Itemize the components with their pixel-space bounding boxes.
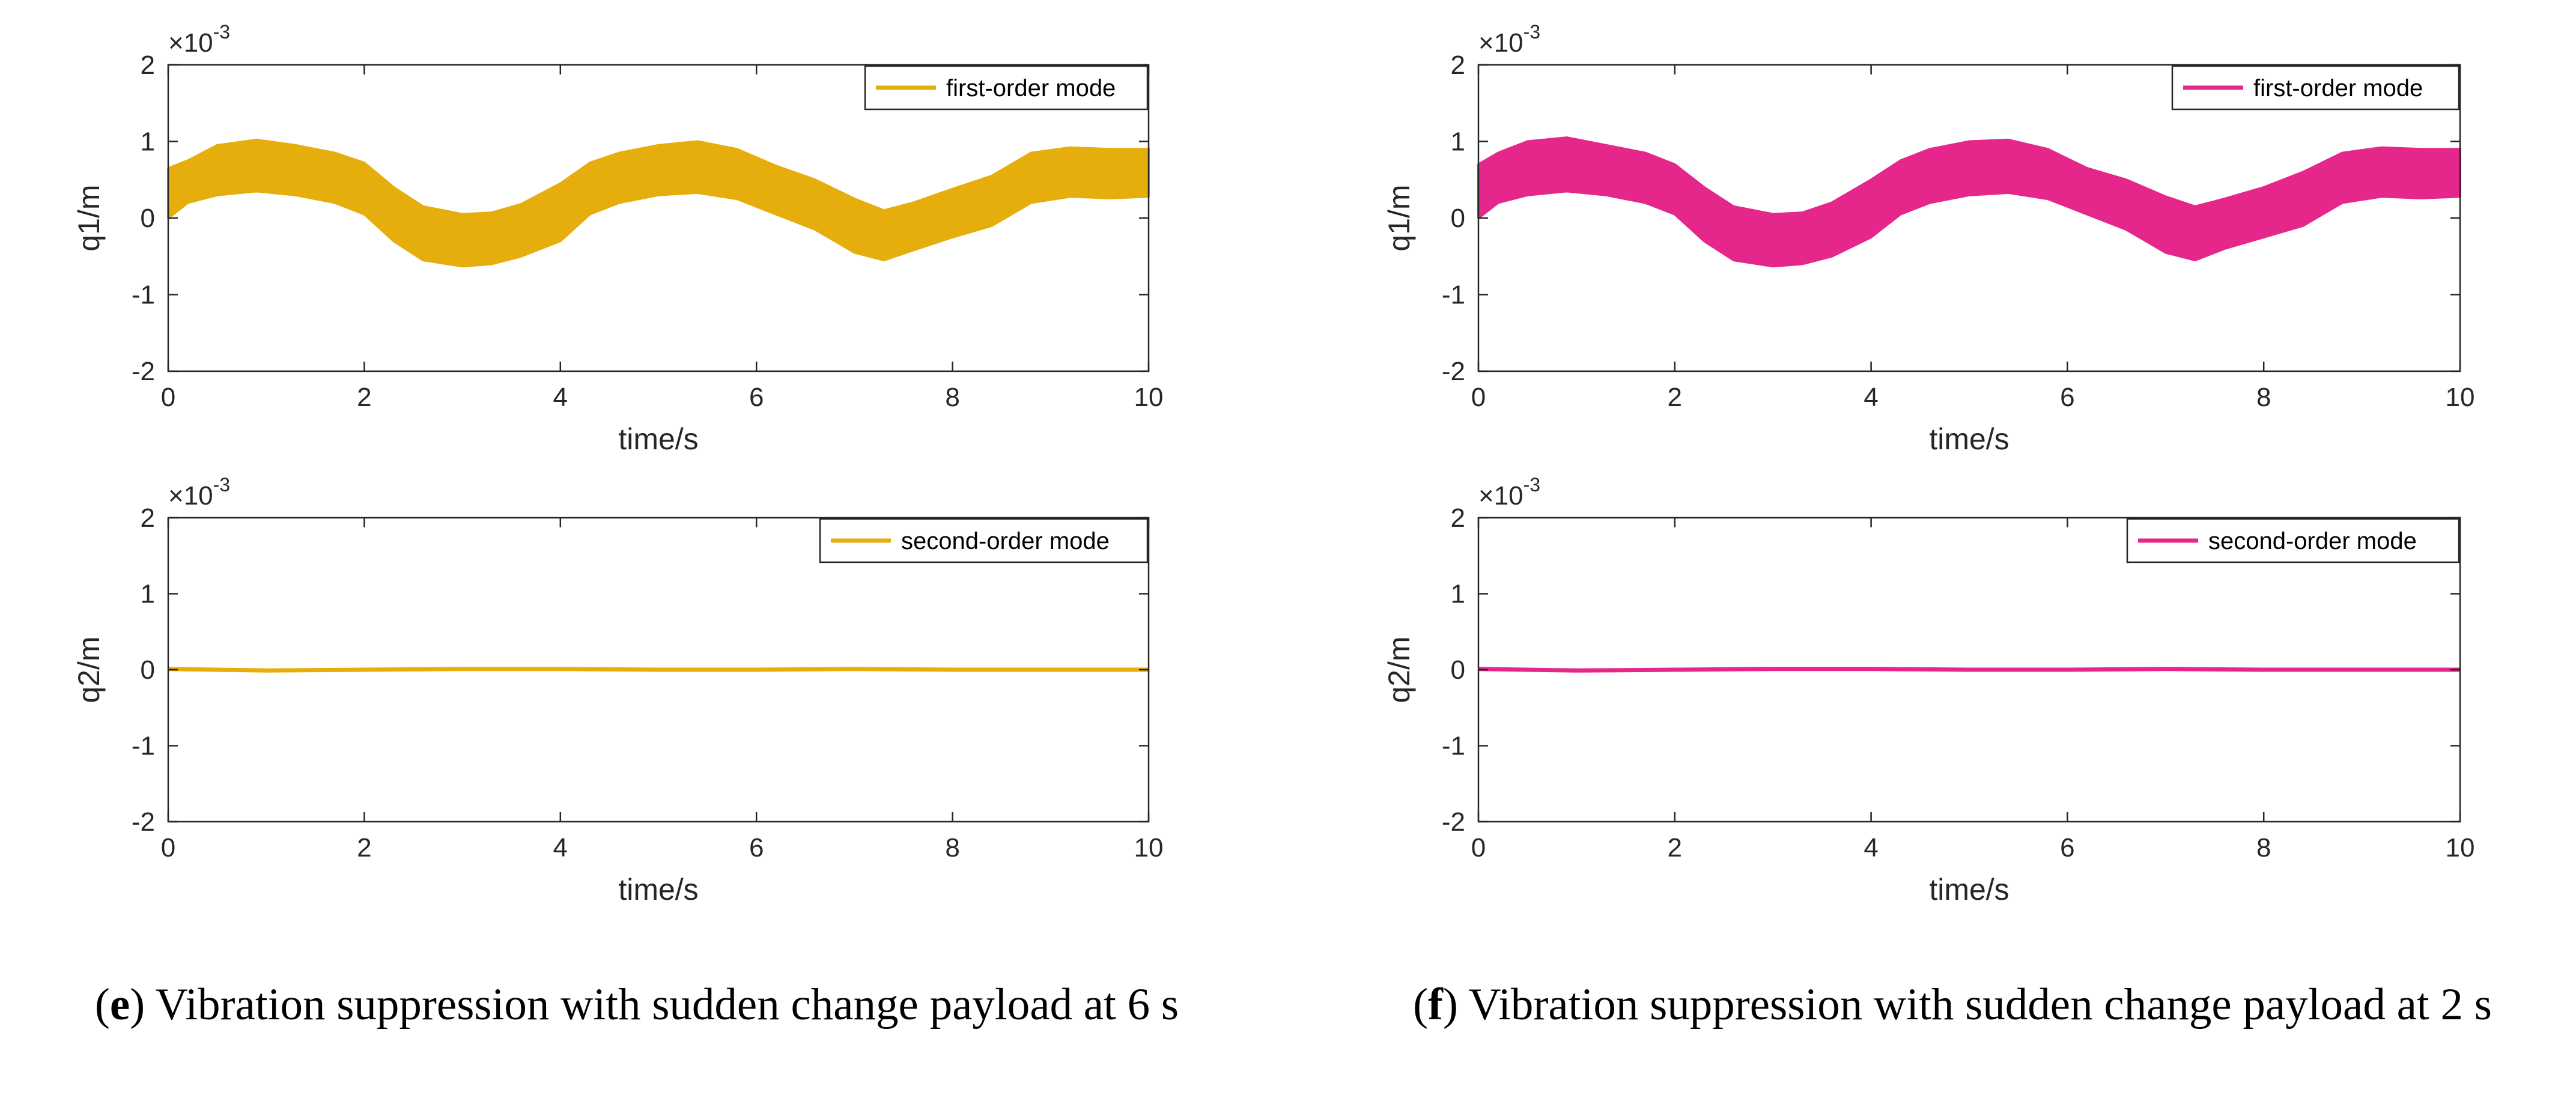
caption-e-letter: e [109,980,130,1030]
panel-f-bottom-xtick-label-2: 4 [1864,833,1878,863]
panel-f-top-xtick-label-2: 4 [1864,383,1878,412]
panel-e-top-xtick-label-5: 10 [1134,383,1164,412]
panel-e-top-ylabel: q1/m [72,184,106,251]
panel-f-bottom-xtick-label-0: 0 [1471,833,1486,863]
panel-e-bottom-series-0-line [168,667,1149,673]
panel-f-top-ytick-label-2: 0 [1451,204,1465,233]
panel-e-top-series-0-band [167,138,1150,268]
panel-f-top-ytick-label-1: -1 [1442,281,1465,310]
panel-f-top-exponent-power: -3 [1523,21,1540,43]
panel-e-bottom-ytick-label-3: 1 [141,580,155,609]
panel-f-bottom-xtick-label-3: 6 [2060,833,2074,863]
panel-f-bottom-ytick-label-0: -2 [1442,807,1465,837]
panel-f-bottom-ytick-label-4: 2 [1451,503,1465,533]
panel-e-bottom-xtick-label-2: 4 [553,833,568,863]
panel-e-bottom-ylabel: q2/m [72,636,106,703]
panel-e-bottom-xtick-label-1: 2 [357,833,371,863]
panel-e-bottom-exponent: ×10-3 [168,474,230,511]
panel-e-top: 0 2 4 6 8 10 -2 -1 0 1 2 ×10-3 time/s q1/m first-order… [72,21,1163,456]
panel-f-bottom-exponent: ×10-3 [1478,474,1540,511]
panel-e-top-xtick-label-1: 2 [357,383,371,412]
panel-f-top-legend-label: first-order mode [2253,75,2423,102]
caption-f: (f) Vibration suppression with sudden ch… [1413,980,2492,1030]
panel-e-bottom-xtick-label-0: 0 [161,833,175,863]
panel-e-bottom-ytick-label-2: 0 [141,655,155,685]
panel-e-top-ytick-label-3: 1 [141,127,155,157]
panel-e-bottom-ytick-label-4: 2 [141,503,155,533]
panel-f-top-ytick-label-3: 1 [1451,127,1465,157]
caption-f-text: Vibration suppression with sudden change… [1468,980,2492,1030]
panel-e-top-xtick-label-2: 4 [553,383,568,412]
panel-f-top-xtick-label-5: 10 [2446,383,2475,412]
panel-e-bottom-ytick-label-0: -2 [132,807,155,837]
panel-e-bottom-exponent-power: -3 [213,474,230,496]
panel-e-bottom-xtick-label-3: 6 [749,833,764,863]
panel-f-bottom: 0 2 4 6 8 10 -2 -1 0 1 2 ×10-3 time/s q2/m second-orde… [1382,474,2474,906]
panel-f-bottom-xtick-label-5: 10 [2446,833,2475,863]
panel-f-top-ylabel: q1/m [1382,184,1416,251]
panel-e-top-ytick-label-4: 2 [141,50,155,80]
panel-f-top: 0 2 4 6 8 10 -2 -1 0 1 2 ×10-3 time/s q1/m first-order… [1382,21,2474,456]
panel-e-bottom: 0 2 4 6 8 10 -2 -1 0 1 2 ×10-3 time/s q2/m second-orde… [72,474,1163,906]
panel-e-top-ytick-label-2: 0 [141,204,155,233]
panel-e-top-legend-label: first-order mode [946,75,1116,102]
panel-f-bottom-xtick-label-4: 8 [2256,833,2271,863]
panel-f-bottom-legend-label: second-order mode [2208,528,2417,554]
panel-e-top-xlabel: time/s [618,422,698,456]
panel-f-top-xlabel: time/s [1929,422,2009,456]
panel-e-bottom-legend-label: second-order mode [901,528,1110,554]
panel-f-bottom-ytick-label-2: 0 [1451,655,1465,685]
caption-e-text: Vibration suppression with sudden change… [155,980,1179,1030]
panel-f-bottom-series-0-line [1478,667,2460,673]
panel-e-top-exponent-power: -3 [213,21,230,43]
panel-f-top-xtick-label-0: 0 [1471,383,1486,412]
caption-f-letter: f [1428,980,1444,1030]
caption-e: (e) Vibration suppression with sudden ch… [94,980,1179,1030]
panel-e-bottom-xtick-label-5: 10 [1134,833,1164,863]
panel-f-top-ytick-label-4: 2 [1451,50,1465,80]
panel-f-bottom-ytick-label-3: 1 [1451,580,1465,609]
panel-e-bottom-xlabel: time/s [618,873,698,906]
panel-e-top-xtick-label-3: 6 [749,383,764,412]
panel-f-top-exponent: ×10-3 [1478,21,1540,58]
panel-f-bottom-xtick-label-1: 2 [1668,833,1682,863]
panel-e-bottom-ytick-label-1: -1 [132,732,155,761]
panel-f-top-ytick-label-0: -2 [1442,357,1465,386]
panel-f-top-series-0-band [1477,136,2461,268]
panel-f-bottom-xlabel: time/s [1929,873,2009,906]
panel-e-top-ytick-label-0: -2 [132,357,155,386]
panel-e-top-xtick-label-0: 0 [161,383,175,412]
panel-f-top-xtick-label-1: 2 [1668,383,1682,412]
panel-e-top-exponent: ×10-3 [168,21,230,58]
panel-e-top-ytick-label-1: -1 [132,281,155,310]
panel-f-bottom-ylabel: q2/m [1382,636,1416,703]
panel-e-bottom-xtick-label-4: 8 [945,833,959,863]
panel-f-bottom-ytick-label-1: -1 [1442,732,1465,761]
panel-e-top-xtick-label-4: 8 [945,383,959,412]
panel-f-top-xtick-label-4: 8 [2256,383,2271,412]
panel-f-top-xtick-label-3: 6 [2060,383,2074,412]
panel-f-bottom-exponent-power: -3 [1523,474,1540,496]
